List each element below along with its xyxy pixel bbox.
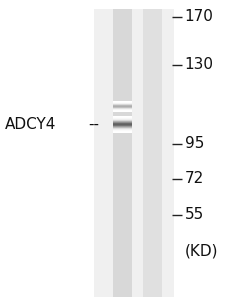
Text: ADCY4: ADCY4 bbox=[5, 117, 56, 132]
Text: 170: 170 bbox=[185, 9, 214, 24]
Bar bbox=[94, 9, 174, 297]
Text: 55: 55 bbox=[185, 207, 204, 222]
Bar bbox=[143, 9, 162, 297]
Text: (KD): (KD) bbox=[185, 243, 218, 258]
Text: --: -- bbox=[88, 117, 99, 132]
Text: 130: 130 bbox=[185, 57, 214, 72]
Text: 72: 72 bbox=[185, 171, 204, 186]
Text: 95: 95 bbox=[185, 136, 204, 152]
Bar bbox=[114, 9, 132, 297]
